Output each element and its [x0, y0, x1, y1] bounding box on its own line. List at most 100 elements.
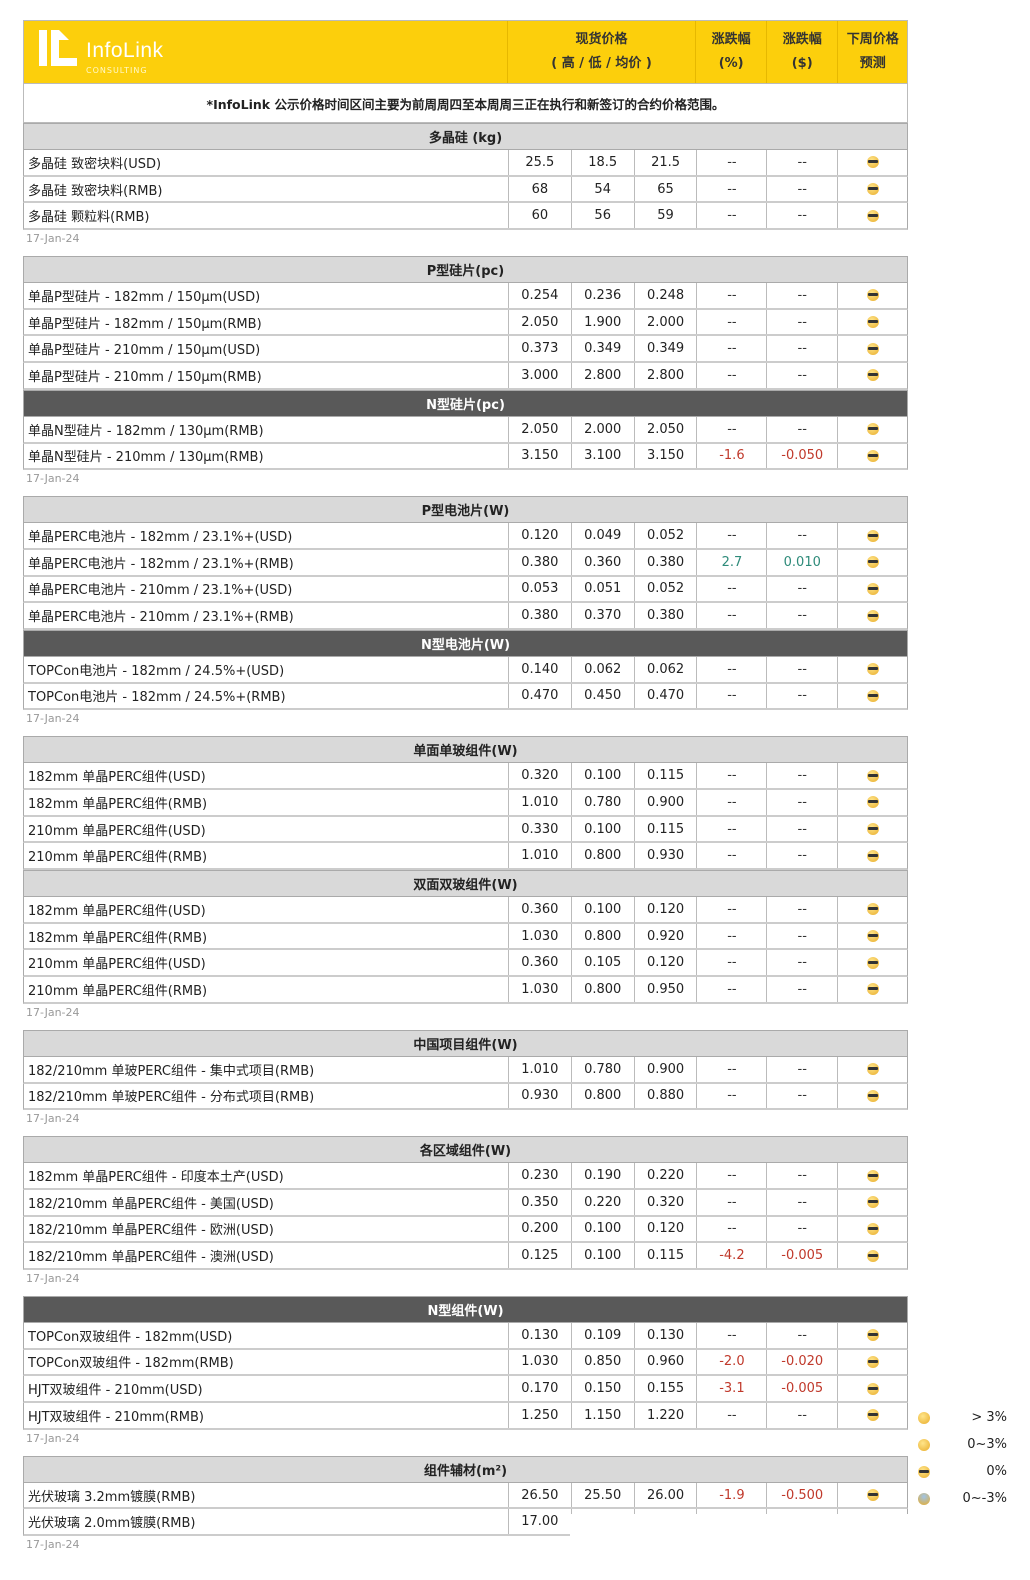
price-avg: 0.320 — [635, 1189, 698, 1215]
date-label: 17-Jan-24 — [26, 1538, 80, 1552]
price-low: 56 — [572, 203, 635, 229]
price-high: 3.150 — [509, 443, 572, 469]
price-low: 0.062 — [572, 656, 635, 682]
change-pct: -- — [697, 1216, 768, 1242]
price-high: 1.010 — [509, 790, 572, 815]
price-low: 0.105 — [572, 950, 635, 976]
change-pct: -- — [697, 843, 768, 869]
cool-face-icon — [866, 849, 879, 862]
cool-face-icon — [866, 796, 879, 809]
table-row: 多晶硅 致密块料(RMB) 68 54 65 -- -- — [23, 176, 908, 204]
product-name: TOPCon双玻组件 - 182mm(RMB) — [24, 1349, 509, 1375]
forecast-header: 下周价格 预测 — [838, 21, 907, 83]
product-name: 单晶P型硅片 - 210mm / 150μm(RMB) — [24, 363, 509, 388]
product-name: 单晶N型硅片 - 182mm / 130μm(RMB) — [24, 416, 509, 442]
price-low: 1.150 — [572, 1403, 635, 1428]
product-name: 182mm 单晶PERC组件(USD) — [24, 763, 509, 788]
price-avg: 65 — [635, 176, 698, 202]
price-group: P型硅片(pc) 单晶P型硅片 - 182mm / 150μm(USD) 0.2… — [23, 256, 908, 496]
legend-item: 0% — [918, 1458, 1013, 1485]
cool-face-icon — [866, 663, 879, 676]
product-name: 182mm 单晶PERC组件(RMB) — [24, 790, 509, 815]
forecast — [838, 177, 907, 202]
change-pct: -- — [697, 523, 768, 548]
price-low: 0.780 — [572, 790, 635, 815]
price-low: 0.800 — [572, 843, 635, 869]
product-name: 182/210mm 单晶PERC组件 - 欧洲(USD) — [24, 1216, 509, 1242]
price-high: 0.330 — [509, 816, 572, 842]
section-header: N型硅片(pc) — [23, 389, 908, 417]
price-avg: 0.900 — [635, 1056, 698, 1082]
price-low: 0.450 — [572, 683, 635, 709]
product-name: 210mm 单晶PERC组件(USD) — [24, 816, 509, 842]
change-pct: -- — [697, 576, 768, 602]
forecast — [838, 817, 907, 842]
table-row: 单晶PERC电池片 - 210mm / 23.1%+(USD) 0.053 0.… — [23, 576, 908, 604]
date-label: 17-Jan-24 — [26, 1005, 80, 1019]
price-high: 1.010 — [509, 1056, 572, 1082]
price-avg: 0.220 — [635, 1163, 698, 1188]
change-usd: -- — [767, 816, 839, 842]
product-name: 182/210mm 单晶PERC组件 - 澳洲(USD) — [24, 1243, 509, 1268]
product-name: 多晶硅 致密块料(RMB) — [24, 176, 509, 202]
price-high: 17.00 — [509, 1509, 572, 1535]
cool-face-icon — [866, 1329, 879, 1342]
change-usd: -0.005 — [767, 1243, 839, 1268]
change-pct: -- — [697, 790, 768, 815]
price-low: 0.349 — [572, 336, 635, 362]
price-high: 0.170 — [509, 1376, 572, 1401]
price-high: 0.120 — [509, 523, 572, 548]
price-high: 3.000 — [509, 363, 572, 388]
price-high: 2.050 — [509, 416, 572, 442]
price-avg: 0.120 — [635, 1216, 698, 1242]
price-avg: 0.960 — [635, 1349, 698, 1375]
price-low: 18.5 — [572, 150, 635, 175]
forecast — [838, 843, 907, 868]
table-row: TOPCon双玻组件 - 182mm(USD) 0.130 0.109 0.13… — [23, 1322, 908, 1350]
date-label: 17-Jan-24 — [26, 1431, 80, 1445]
table-header: InfoLink CONSULTING 现货价格 ( 高 / 低 / 均价 ) 涨… — [23, 20, 908, 84]
change-usd-unit: ($) — [791, 56, 813, 71]
cool-face-icon — [866, 423, 879, 436]
date-label: 17-Jan-24 — [26, 1271, 80, 1285]
price-low: 0.236 — [572, 283, 635, 308]
infolink-logo: InfoLink CONSULTING — [24, 21, 508, 83]
legend-label: 0% — [986, 1464, 1007, 1479]
change-usd: -- — [767, 977, 839, 1002]
price-group: 中国项目组件(W) 182/210mm 单玻PERC组件 - 集中式项目(RMB… — [23, 1029, 908, 1136]
table-row: 单晶PERC电池片 - 182mm / 23.1%+(RMB) 0.380 0.… — [23, 549, 908, 577]
table-row: 182mm 单晶PERC组件(USD) 0.320 0.100 0.115 --… — [23, 763, 908, 790]
change-pct: -- — [697, 336, 768, 362]
price-group: N型组件(W) TOPCon双玻组件 - 182mm(USD) 0.130 0.… — [23, 1295, 908, 1456]
price-low: 54 — [572, 176, 635, 202]
table-row: 光伏玻璃 3.2mm镀膜(RMB) 26.50 25.50 26.00 -1.9… — [23, 1482, 908, 1510]
price-avg: 0.349 — [635, 336, 698, 362]
change-usd: -- — [767, 576, 839, 602]
price-high: 0.320 — [509, 763, 572, 788]
cool-face-icon — [918, 1465, 930, 1478]
price-avg: 0.062 — [635, 656, 698, 682]
table-row: 182mm 单晶PERC组件(RMB) 1.010 0.780 0.900 --… — [23, 790, 908, 817]
section-header: 多晶硅 (kg) — [23, 123, 908, 150]
cool-face-icon — [866, 930, 879, 943]
legend-item: 0~3% — [918, 1431, 1013, 1458]
forecast — [838, 950, 907, 975]
cool-face-icon — [866, 1196, 879, 1209]
forecast — [838, 763, 907, 788]
cool-face-icon — [866, 689, 879, 702]
forecast — [838, 1403, 907, 1428]
cool-face-icon — [866, 1089, 879, 1102]
price-note: *InfoLink 公示价格时间区间主要为前周周四至本周周三正在执行和新签订的合… — [23, 84, 908, 123]
cool-face-icon — [866, 903, 879, 916]
price-group: P型电池片(W) 单晶PERC电池片 - 182mm / 23.1%+(USD)… — [23, 496, 908, 736]
change-usd: -- — [767, 897, 839, 922]
change-pct: -1.9 — [697, 1482, 768, 1508]
product-name: 182/210mm 单玻PERC组件 - 分布式项目(RMB) — [24, 1083, 509, 1109]
forecast — [838, 1350, 907, 1375]
price-high: 26.50 — [509, 1482, 572, 1508]
change-pct: -- — [697, 1083, 768, 1109]
price-low: 0.800 — [572, 1083, 635, 1109]
change-usd: -- — [767, 843, 839, 869]
change-pct: -- — [697, 1189, 768, 1215]
table-row: 182mm 单晶PERC组件(USD) 0.360 0.100 0.120 --… — [23, 897, 908, 924]
